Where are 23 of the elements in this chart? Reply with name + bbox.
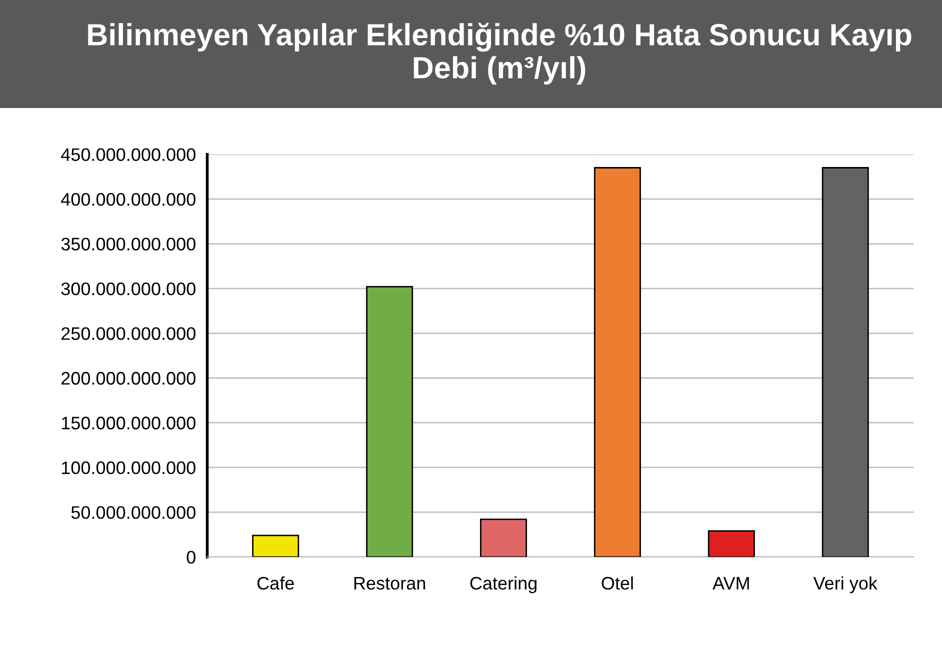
x-tick-label: Cafe [257, 576, 294, 590]
bar [708, 530, 755, 557]
y-tick-label: 50.000.000.000 [71, 506, 196, 519]
bar [252, 534, 300, 557]
x-tick-label: AVM [712, 577, 749, 590]
y-tick-label: 400.000.000.000 [61, 193, 196, 206]
y-tick-label: 150.000.000.000 [62, 416, 196, 430]
bar [480, 518, 527, 557]
y-tick-label: 300.000.000.000 [61, 282, 196, 296]
y-tick-label: 200.000.000.000 [62, 372, 196, 385]
x-tick-label: Catering [470, 576, 536, 594]
x-tick-label: Restoran [354, 577, 426, 590]
bar [822, 167, 869, 557]
y-tick-label: 0 [186, 550, 196, 564]
y-tick-label: 250.000.000.000 [62, 327, 196, 340]
chart-title: Bilinmeyen Yapılar Eklendiğinde %10 Hata Sonucu Kayıp Debi (m³/yıl) [88, 22, 912, 85]
y-tick-label: 350.000.000.000 [61, 238, 196, 251]
bar [594, 167, 641, 557]
x-tick-label: Veri yok [813, 576, 878, 594]
y-tick-label: 100.000.000.000 [62, 461, 196, 474]
y-tick-label: 450.000.000.000 [61, 148, 196, 162]
bar [366, 286, 414, 557]
x-tick-label: Otel [602, 576, 633, 590]
